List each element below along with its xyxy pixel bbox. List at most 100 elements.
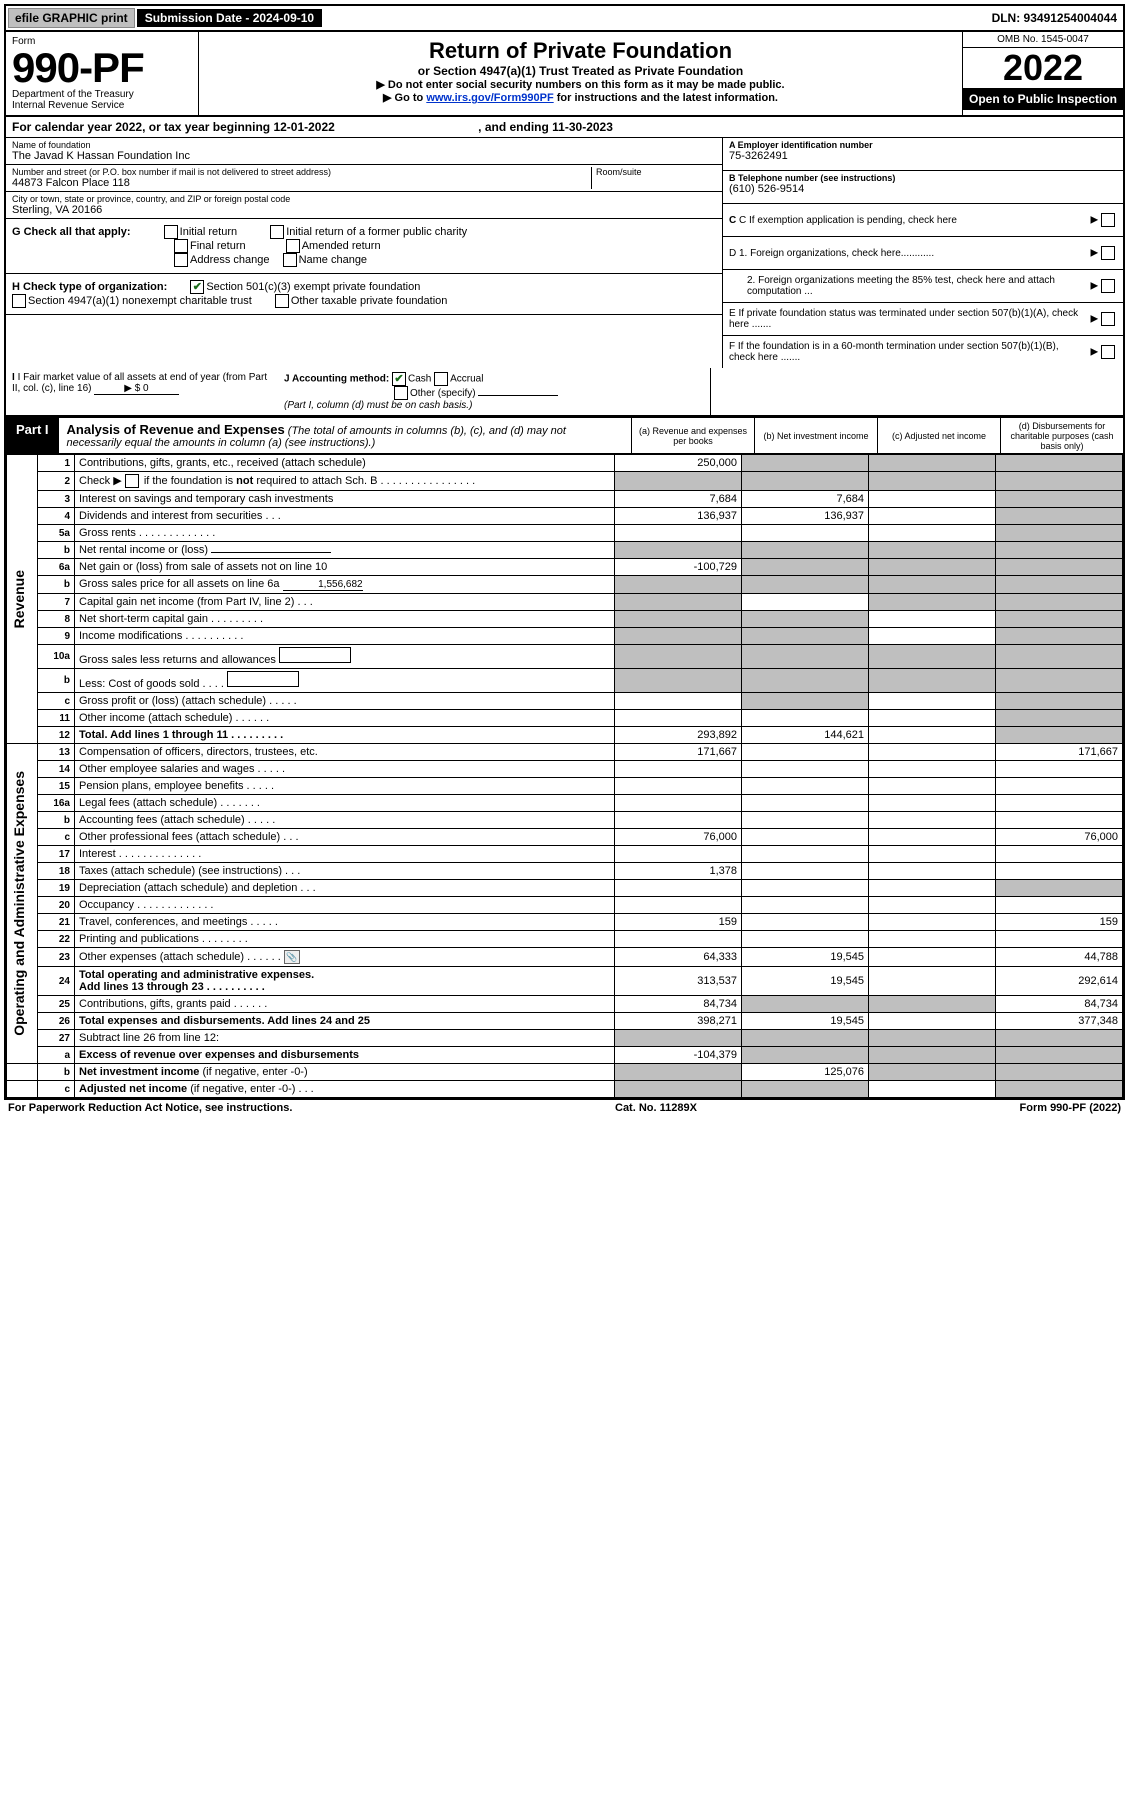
table-row: 20Occupancy . . . . . . . . . . . . . (7, 897, 1123, 914)
opt-other-taxable: Other taxable private foundation (291, 295, 448, 307)
city-label: City or town, state or province, country… (12, 194, 716, 204)
checkbox-f[interactable] (1101, 345, 1115, 359)
d1-row: D 1. Foreign organizations, check here..… (723, 237, 1123, 270)
irs-link[interactable]: www.irs.gov/Form990PF (426, 92, 553, 104)
checkbox-initial-return[interactable] (164, 225, 178, 239)
addr-label: Number and street (or P.O. box number if… (12, 167, 591, 177)
table-row: 12Total. Add lines 1 through 11 . . . . … (7, 727, 1123, 744)
table-row: 14Other employee salaries and wages . . … (7, 761, 1123, 778)
checkbox-c[interactable] (1101, 213, 1115, 227)
part1-tag: Part I (6, 418, 59, 453)
table-row: bAccounting fees (attach schedule) . . .… (7, 812, 1123, 829)
cal-begin: For calendar year 2022, or tax year begi… (12, 120, 335, 134)
table-row: cGross profit or (loss) (attach schedule… (7, 693, 1123, 710)
note-post: for instructions and the latest informat… (554, 92, 778, 104)
col-b-header: (b) Net investment income (754, 418, 877, 453)
g-label: G Check all that apply: (12, 226, 131, 238)
table-row: cOther professional fees (attach schedul… (7, 829, 1123, 846)
ein-cell: A Employer identification number 75-3262… (723, 138, 1123, 171)
attachment-icon[interactable]: 📎 (284, 950, 300, 964)
f-label: F If the foundation is in a 60-month ter… (729, 341, 1091, 363)
dln-label: DLN: 93491254004044 (986, 9, 1123, 27)
section-ij: I I Fair market value of all assets at e… (6, 368, 1123, 416)
table-row: 17Interest . . . . . . . . . . . . . . (7, 846, 1123, 863)
table-row: 15Pension plans, employee benefits . . .… (7, 778, 1123, 795)
checkbox-amended[interactable] (286, 239, 300, 253)
phone-cell: B Telephone number (see instructions) (6… (723, 171, 1123, 204)
address-value: 44873 Falcon Place 118 (12, 177, 591, 189)
form-header: Form 990-PF Department of the Treasury I… (6, 32, 1123, 117)
entity-right: A Employer identification number 75-3262… (722, 138, 1123, 368)
form-container: efile GRAPHIC print Submission Date - 20… (4, 4, 1125, 1100)
city-value: Sterling, VA 20166 (12, 204, 716, 216)
i-cell: I I Fair market value of all assets at e… (6, 368, 278, 415)
footer-left: For Paperwork Reduction Act Notice, see … (8, 1102, 292, 1114)
calendar-year-row: For calendar year 2022, or tax year begi… (6, 117, 1123, 138)
table-row: 22Printing and publications . . . . . . … (7, 931, 1123, 948)
checkbox-accrual[interactable] (434, 372, 448, 386)
checkbox-e[interactable] (1101, 312, 1115, 326)
expenses-side-label: Operating and Administrative Expenses (11, 767, 27, 1040)
table-row: 27Subtract line 26 from line 12: (7, 1030, 1123, 1047)
opt-name: Name change (299, 254, 368, 266)
checkbox-other-taxable[interactable] (275, 294, 289, 308)
checkbox-501c3[interactable] (190, 280, 204, 294)
top-bar: efile GRAPHIC print Submission Date - 20… (6, 6, 1123, 32)
checkbox-name-change[interactable] (283, 253, 297, 267)
table-row: 18Taxes (attach schedule) (see instructi… (7, 863, 1123, 880)
header-mid: Return of Private Foundation or Section … (199, 32, 962, 115)
col-a-header: (a) Revenue and expenses per books (631, 418, 754, 453)
checkbox-d1[interactable] (1101, 246, 1115, 260)
table-row: bGross sales price for all assets on lin… (7, 576, 1123, 594)
table-row: 21Travel, conferences, and meetings . . … (7, 914, 1123, 931)
table-row: 19Depreciation (attach schedule) and dep… (7, 880, 1123, 897)
address-cell: Number and street (or P.O. box number if… (6, 165, 722, 192)
checkbox-other-method[interactable] (394, 386, 408, 400)
checkbox-4947a1[interactable] (12, 294, 26, 308)
note-link: ▶ Go to www.irs.gov/Form990PF for instru… (205, 91, 956, 104)
d2-label: 2. Foreign organizations meeting the 85%… (729, 275, 1091, 297)
j-cell: J Accounting method: Cash Accrual Other … (278, 368, 710, 415)
table-row: 2Check ▶ if the foundation is not requir… (7, 472, 1123, 491)
j-other: Other (specify) (410, 388, 476, 399)
submission-date: Submission Date - 2024-09-10 (137, 9, 322, 27)
room-label: Room/suite (596, 167, 716, 177)
checkbox-cash[interactable] (392, 372, 406, 386)
c-label: C If exemption application is pending, c… (739, 215, 957, 226)
table-row: 11Other income (attach schedule) . . . .… (7, 710, 1123, 727)
form-number: 990-PF (12, 47, 192, 89)
ein-value: 75-3262491 (729, 150, 1117, 162)
foundation-name: The Javad K Hassan Foundation Inc (12, 150, 716, 162)
ein-label: A Employer identification number (729, 140, 1117, 150)
table-row: 3Interest on savings and temporary cash … (7, 491, 1123, 508)
opt-address: Address change (190, 254, 270, 266)
city-cell: City or town, state or province, country… (6, 192, 722, 219)
table-row: 5aGross rents . . . . . . . . . . . . . (7, 525, 1123, 542)
section-h: H Check type of organization: Section 50… (6, 274, 722, 315)
open-public-badge: Open to Public Inspection (963, 88, 1123, 110)
footer-right: Form 990-PF (2022) (1020, 1102, 1122, 1114)
checkbox-final-return[interactable] (174, 239, 188, 253)
header-right: OMB No. 1545-0047 2022 Open to Public In… (962, 32, 1123, 115)
entity-info: Name of foundation The Javad K Hassan Fo… (6, 138, 1123, 368)
opt-4947: Section 4947(a)(1) nonexempt charitable … (28, 295, 252, 307)
efile-print-button[interactable]: efile GRAPHIC print (8, 8, 135, 28)
omb-number: OMB No. 1545-0047 (963, 32, 1123, 48)
part1-title: Analysis of Revenue and Expenses (The to… (59, 418, 631, 453)
j-note: (Part I, column (d) must be on cash basi… (284, 400, 472, 411)
checkbox-schb[interactable] (125, 474, 139, 488)
opt-initial: Initial return (180, 226, 237, 238)
table-row: bLess: Cost of goods sold . . . . (7, 669, 1123, 693)
col-c-header: (c) Adjusted net income (877, 418, 1000, 453)
i-value: ▶ $ 0 (94, 383, 178, 395)
entity-left: Name of foundation The Javad K Hassan Fo… (6, 138, 722, 368)
table-row: bNet rental income or (loss) (7, 542, 1123, 559)
j-label: J Accounting method: (284, 374, 389, 385)
f-row: F If the foundation is in a 60-month ter… (723, 336, 1123, 368)
d2-row: 2. Foreign organizations meeting the 85%… (723, 270, 1123, 303)
table-row: Revenue 1Contributions, gifts, grants, e… (7, 455, 1123, 472)
checkbox-d2[interactable] (1101, 279, 1115, 293)
checkbox-initial-former[interactable] (270, 225, 284, 239)
section-g: G Check all that apply: Initial return I… (6, 219, 722, 274)
checkbox-address-change[interactable] (174, 253, 188, 267)
